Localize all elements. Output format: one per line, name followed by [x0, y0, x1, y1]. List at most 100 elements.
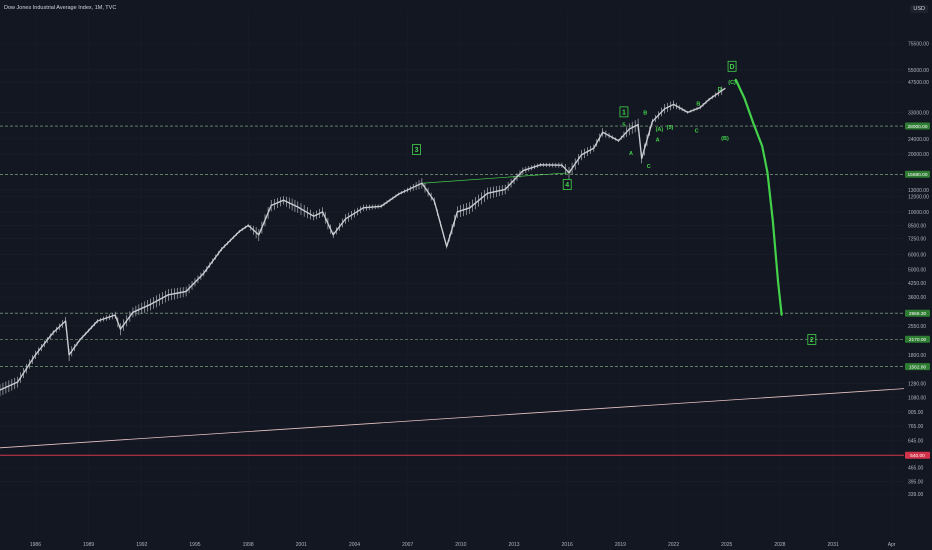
y-tick-label: 765.00 — [908, 424, 924, 430]
wave-label-box — [412, 144, 421, 155]
projection-point — [761, 145, 763, 147]
wave-label-box — [807, 334, 817, 345]
y-tick-label: 1280.00 — [908, 381, 926, 387]
price-point — [651, 121, 653, 123]
price-point — [203, 272, 205, 274]
y-tick-label: 55000.00 — [908, 68, 929, 74]
projection-point — [772, 219, 774, 222]
level-price-label: 2170.00 — [909, 337, 927, 343]
wave-label: B — [696, 101, 700, 107]
price-point — [540, 164, 542, 166]
price-series-layer — [0, 86, 726, 397]
wave-label-box — [619, 106, 629, 118]
x-tick-label: Apr — [888, 542, 896, 548]
price-line — [0, 87, 726, 391]
x-tick-label: 2007 — [402, 542, 413, 548]
y-tick-label: 8500.00 — [908, 223, 926, 229]
annotations-layer: D (C) 1 5 B A C (A) A C (B) D B 3 4 (5) 2 — [412, 60, 817, 345]
price-point — [313, 215, 315, 217]
wave-label: 5 — [622, 123, 625, 129]
price-point — [580, 154, 582, 156]
price-point — [247, 224, 249, 227]
level-price-tag — [905, 309, 930, 317]
y-tick-label: 20000.00 — [908, 152, 929, 158]
y-tick-label: 395.00 — [908, 479, 924, 485]
price-point — [297, 206, 299, 208]
projection-point — [734, 78, 737, 81]
projection-line — [734, 78, 783, 316]
x-tick-label: 1998 — [243, 542, 254, 548]
grid-layer — [0, 12, 904, 538]
y-tick-label: 75500.00 — [908, 41, 929, 47]
x-tick-label: 2016 — [562, 542, 573, 548]
wave-label: 4 — [565, 182, 569, 189]
y-tick-label: 33000.00 — [908, 110, 929, 116]
y-tick-label: 10000.00 — [908, 210, 929, 216]
projection-point — [780, 314, 783, 316]
x-tick-label: 2010 — [455, 542, 466, 548]
price-point — [96, 320, 99, 322]
wave-label-box — [562, 179, 572, 190]
price-point — [68, 354, 70, 356]
price-point — [602, 131, 604, 133]
price-point — [150, 303, 152, 305]
price-point — [79, 339, 81, 341]
projection-point — [752, 122, 755, 124]
wave-label: 1 — [622, 109, 626, 116]
y-tick-label: 1080.00 — [908, 395, 926, 401]
level-price-label: 2966.30 — [909, 311, 927, 317]
price-point — [238, 230, 240, 233]
wave-label-box — [727, 60, 737, 72]
price-point — [220, 248, 223, 250]
price-point — [672, 103, 675, 106]
y-tick-label: 6000.00 — [908, 252, 926, 258]
x-tick-label: 2025 — [721, 542, 732, 548]
y-tick-label: 47500.00 — [908, 80, 929, 86]
price-point — [664, 108, 666, 110]
price-point — [64, 320, 67, 322]
price-point — [114, 314, 116, 316]
projection-point — [743, 97, 746, 100]
wave-label: A — [629, 151, 633, 157]
price-point — [456, 211, 458, 213]
wave-label: (B) — [721, 136, 729, 142]
wave-label: D — [718, 87, 722, 93]
wave-label: D — [730, 64, 735, 71]
price-point — [561, 164, 563, 166]
wave-label: (5) — [667, 125, 674, 131]
price-point — [258, 234, 260, 236]
level-price-tag — [905, 451, 930, 459]
y-tick-label: 4250.00 — [908, 281, 926, 287]
price-point — [332, 234, 334, 236]
price-point — [0, 389, 1, 391]
level-price-tag — [905, 363, 930, 371]
x-axis: 1986 1989 1992 1995 1998 2001 2004 2007 2010 2013… — [30, 542, 896, 548]
x-tick-label: 1989 — [83, 542, 94, 548]
price-point — [362, 207, 364, 209]
wave-label: 2 — [810, 337, 814, 344]
x-tick-label: 2028 — [774, 542, 785, 548]
price-point — [322, 211, 324, 213]
price-point — [446, 245, 448, 248]
level-price-label: 1562.80 — [909, 364, 927, 370]
price-point — [283, 199, 285, 201]
price-point — [724, 87, 726, 89]
x-tick-label: 2004 — [349, 542, 360, 548]
level-price-tag — [905, 335, 930, 343]
price-point — [486, 192, 489, 194]
y-tick-label: 5000.00 — [908, 268, 926, 274]
wave-label: (C) — [728, 80, 736, 86]
price-point — [641, 157, 643, 159]
x-tick-label: 2001 — [296, 542, 307, 548]
price-point — [433, 200, 435, 202]
wave-label: C — [695, 128, 699, 134]
x-tick-label: 1995 — [189, 542, 200, 548]
currency-badge[interactable]: USD — [910, 5, 928, 13]
price-point — [568, 172, 570, 174]
y-tick-label: 1800.00 — [908, 353, 926, 359]
projection-point — [777, 281, 779, 284]
price-point — [593, 147, 595, 149]
price-point — [380, 205, 382, 207]
price-point — [119, 328, 122, 330]
